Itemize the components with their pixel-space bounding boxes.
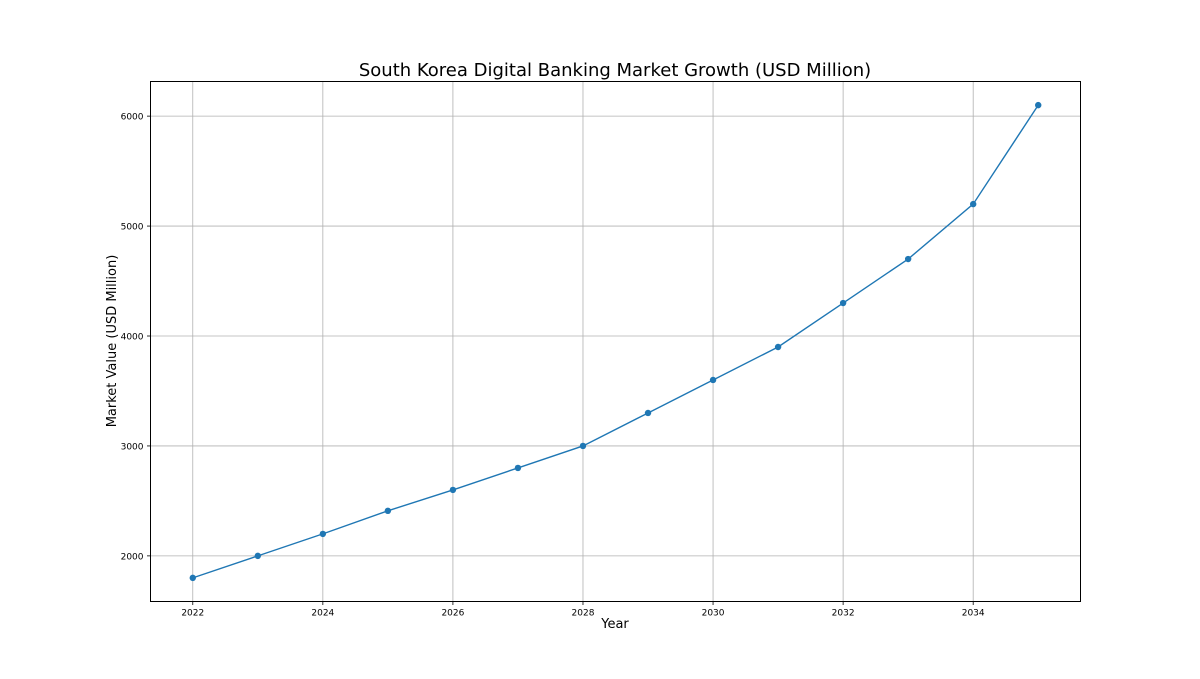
data-point-2028: [579, 442, 587, 450]
data-point-2024: [319, 530, 327, 538]
x-tick-label: 2034: [962, 609, 985, 619]
grid: [150, 81, 1081, 602]
x-tick-label: 2032: [832, 609, 855, 619]
data-point-2035: [1035, 101, 1042, 109]
y-tick-label: 3000: [121, 442, 144, 452]
data-point-2025: [384, 507, 392, 515]
y-tick-label: 4000: [121, 333, 144, 343]
x-tick-label: 2030: [702, 609, 725, 619]
data-point-2023: [254, 552, 262, 560]
series-line: [192, 104, 1039, 579]
chart-title: South Korea Digital Banking Market Growt…: [359, 60, 871, 81]
data-point-2022: [189, 574, 196, 582]
data-point-2027: [514, 464, 522, 472]
x-tick-label: 2022: [181, 609, 204, 619]
x-axis-label: Year: [600, 617, 629, 632]
axis-ticks: 2022 2024 2026 2028 2030 2032 2034 2000 3000 4000…: [121, 113, 985, 619]
y-tick-label: 2000: [121, 552, 144, 562]
y-tick-label: 5000: [121, 223, 144, 233]
plot-frame: [150, 81, 1081, 602]
data-point-2034: [969, 200, 977, 208]
x-tick-label: 2028: [572, 609, 595, 619]
data-point-2032: [839, 299, 847, 307]
x-tick-label: 2026: [441, 609, 464, 619]
x-tick-label: 2024: [311, 609, 334, 619]
data-point-2030: [709, 376, 717, 384]
series: [189, 101, 1042, 582]
data-point-2029: [644, 409, 652, 417]
data-point-2033: [904, 255, 912, 263]
data-point-2026: [449, 486, 457, 494]
data-point-2031: [774, 343, 782, 351]
y-tick-label: 6000: [121, 113, 144, 123]
y-axis-label: Market Value (USD Million): [105, 255, 120, 428]
